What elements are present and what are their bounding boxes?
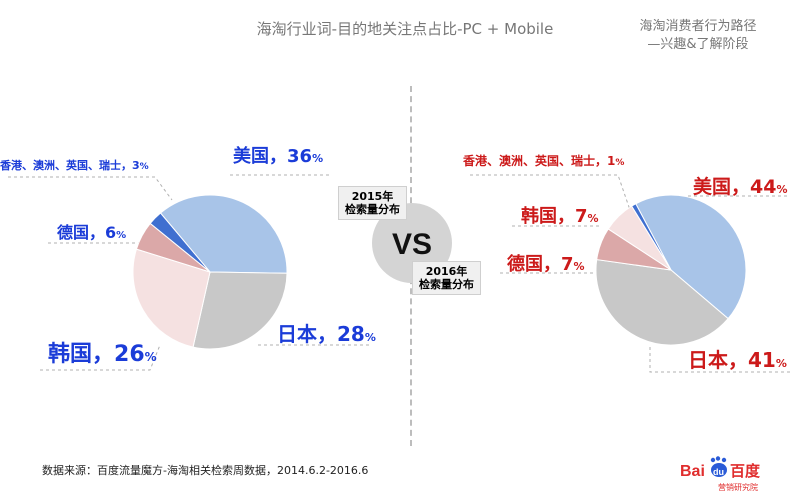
label-2016-germany-value: 7 <box>561 254 574 275</box>
label-2015-germany-unit: % <box>116 230 127 241</box>
logo-text-du: du <box>713 467 724 477</box>
year-box-2015-line1: 2015年 <box>351 190 394 203</box>
pie-slice-2015-others <box>149 212 211 273</box>
label-2015-germany: 德国，6% <box>57 223 127 242</box>
label-2015-japan-unit: % <box>364 331 376 344</box>
pie-2016 <box>595 194 747 346</box>
label-2016-germany-name: 德国 <box>507 254 543 275</box>
label-2015-korea: 韩国，26% <box>48 342 157 367</box>
label-2015-others-name: 香港、澳洲、英国、瑞士 <box>0 159 121 172</box>
leader-lines <box>8 174 790 373</box>
baidu-logo: Bai du 百度 营销研究院 <box>680 456 761 492</box>
page-subtitle: 海淘消费者行为路径 —兴趣&了解阶段 <box>618 18 778 54</box>
label-2015-japan-value: 28 <box>337 322 365 346</box>
label-2015-japan-name: 日本 <box>277 322 317 346</box>
label-2016-korea-name: 韩国 <box>521 206 557 227</box>
year-box-2015: 2015年 检索量分布 <box>338 186 407 220</box>
label-2016-usa: 美国，44% <box>693 176 788 198</box>
label-2015-usa-name: 美国 <box>233 146 269 167</box>
label-2016-germany-unit: % <box>573 260 585 273</box>
year-box-2016-line2: 检索量分布 <box>419 278 474 291</box>
logo-subtext: 营销研究院 <box>718 482 758 492</box>
label-2016-usa-value: 44 <box>750 176 777 198</box>
leader-line-2015-others <box>8 176 173 201</box>
label-2016-japan-name: 日本 <box>688 348 728 372</box>
label-2015-germany-value: 6 <box>105 223 117 242</box>
leader-line-2015-korea <box>40 344 161 371</box>
label-2015-korea-name: 韩国 <box>48 342 93 367</box>
subtitle-line-1: 海淘消费者行为路径 <box>639 19 757 34</box>
label-2016-others-value: 1 <box>607 154 616 168</box>
pie-2015 <box>132 194 288 350</box>
label-2016-others-unit: % <box>615 158 625 168</box>
year-box-2016-line1: 2016年 <box>425 265 468 278</box>
label-2016-germany: 德国，7% <box>507 254 585 275</box>
label-2016-japan-value: 41 <box>748 348 776 372</box>
label-2016-usa-unit: % <box>776 183 788 196</box>
pie-slice-2015-japan <box>192 271 288 350</box>
label-2015-usa: 美国，36% <box>233 146 324 167</box>
page-title: 海淘行业词-目的地关注点占比-PC + Mobile <box>256 20 554 38</box>
label-2016-others-name: 香港、澳洲、英国、瑞士 <box>463 154 596 168</box>
pie-slice-2016-japan <box>595 258 729 346</box>
label-2015-others-unit: % <box>139 162 149 172</box>
logo-text-bai: Bai <box>680 463 705 480</box>
label-2015-germany-name: 德国 <box>57 223 90 242</box>
data-source-note: 数据来源：百度流量魔方-海淘相关检索周数据，2014.6.2-2016.6 <box>42 464 369 477</box>
pie-slice-2016-others <box>631 203 672 271</box>
vs-text: VS <box>392 228 432 261</box>
leader-line-2016-japan <box>649 347 790 373</box>
pie-slice-2015-korea <box>132 248 211 348</box>
label-2015-others-value: 3 <box>132 159 140 172</box>
label-2015-korea-value: 26 <box>114 342 145 367</box>
pie-slice-2016-usa <box>635 194 747 320</box>
label-2015-usa-value: 36 <box>287 146 313 167</box>
logo-text-baidu-cn: 百度 <box>730 462 761 480</box>
paw-icon <box>710 456 727 477</box>
label-2015-usa-unit: % <box>312 152 324 165</box>
leader-line-2016-others <box>470 174 631 211</box>
label-2015-korea-unit: % <box>144 350 157 364</box>
label-2016-japan-unit: % <box>775 357 787 370</box>
label-2016-korea: 韩国，7% <box>521 206 599 227</box>
label-2016-usa-name: 美国 <box>693 176 732 198</box>
label-2015-others: 香港、澳洲、英国、瑞士，3% <box>0 159 149 172</box>
year-box-2015-line2: 检索量分布 <box>345 203 400 216</box>
label-2016-korea-unit: % <box>587 212 599 225</box>
subtitle-line-2: —兴趣&了解阶段 <box>647 37 749 52</box>
pie-slice-2015-usa <box>159 194 288 274</box>
label-2015-japan: 日本，28% <box>277 322 376 346</box>
label-2016-japan: 日本，41% <box>688 348 787 372</box>
label-2016-others: 香港、澳洲、英国、瑞士，1% <box>463 154 625 168</box>
label-2016-korea-value: 7 <box>575 206 588 227</box>
year-box-2016: 2016年 检索量分布 <box>412 261 481 295</box>
